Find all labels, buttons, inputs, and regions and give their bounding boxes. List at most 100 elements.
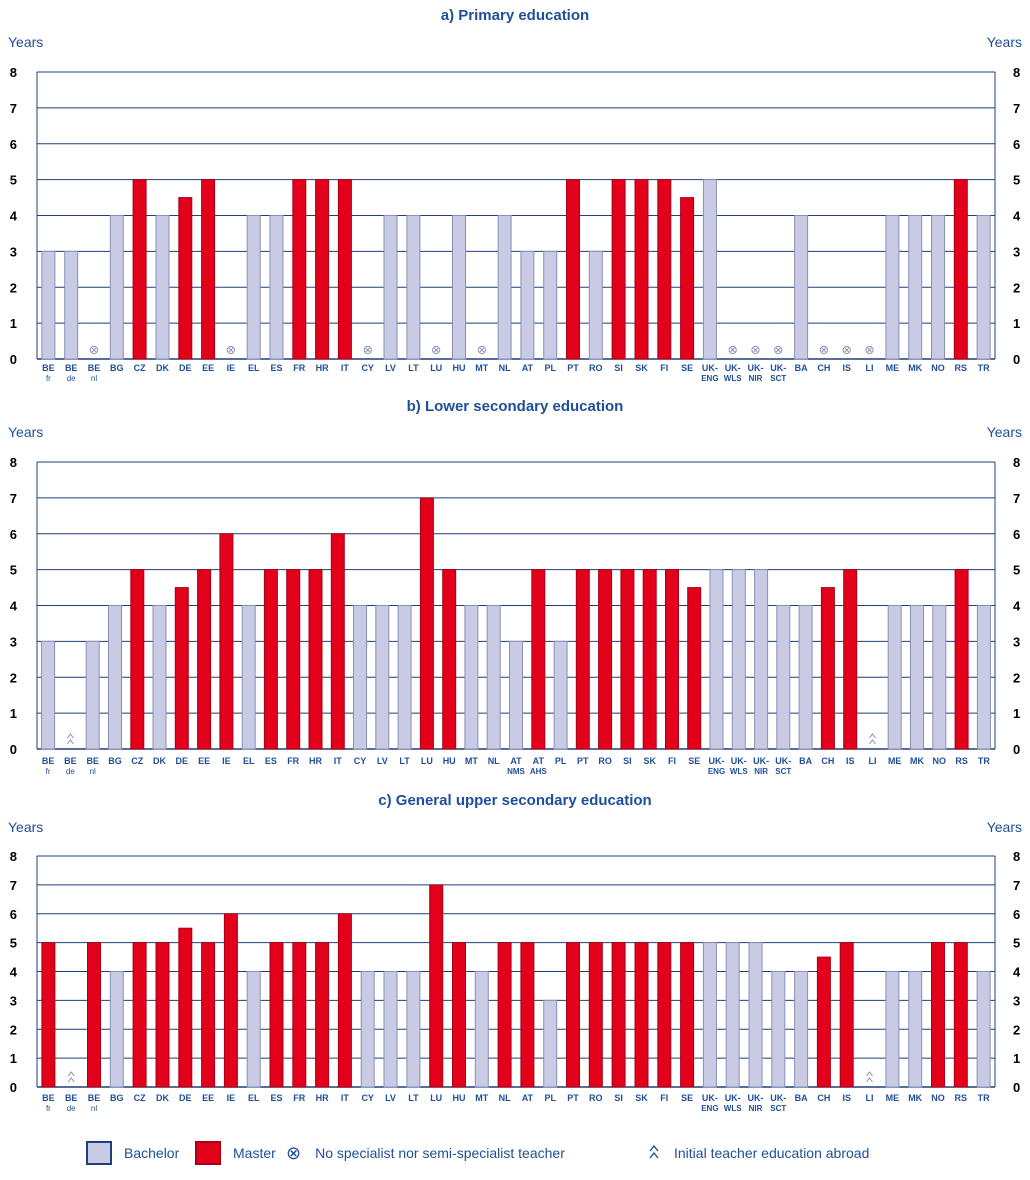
bar-BE-fr [41,250,56,360]
y-tick-label-right: 7 [1013,491,1020,506]
bar-NO [932,605,947,750]
abroad-marker [67,739,74,745]
x-tick-label: UK- [731,756,747,766]
bar-ME [885,215,900,360]
bar-DK [155,942,170,1088]
legend-none-label: No specialist nor semi-specialist teache… [315,1145,565,1161]
bar-FI [657,179,672,360]
y-tick-label-left: 0 [10,352,17,367]
x-tick-label: ES [265,756,277,766]
bar-FI [665,569,679,750]
y-tick-label-right: 0 [1013,742,1020,757]
abroad-marker [866,1077,873,1083]
y-tick-label-right: 7 [1013,101,1020,116]
abroad-marker [67,1077,75,1083]
y-tick-label-left: 5 [10,936,17,951]
bar-SE [687,587,702,750]
y-axis-label-left: Years [8,424,43,440]
x-tick-label: DE [176,756,189,766]
x-tick-sublabel: SCT [770,1104,786,1113]
bar-FR [292,942,307,1088]
x-tick-sublabel: fr [46,767,51,776]
bar-BG [109,971,124,1088]
x-tick-label: SI [623,756,632,766]
bar-CY [353,605,367,750]
y-tick-label-right: 2 [1013,670,1020,685]
bar-BG [108,605,122,750]
x-tick-label: EE [202,363,214,373]
abroad-marker [869,739,876,745]
x-tick-label: RO [589,1093,603,1103]
bar-PT [566,179,580,360]
bar-EL [246,215,261,360]
y-tick-label-right: 3 [1013,993,1020,1008]
x-tick-label: SK [635,1093,648,1103]
bar-ES [269,215,284,360]
x-tick-label: AT [533,756,545,766]
x-tick-label: LI [869,756,877,766]
bar-HR [315,179,330,360]
legend-abroad-label: Initial teacher education abroad [674,1145,870,1161]
legend-bachelor-label: Bachelor [124,1145,180,1161]
bar-EE [201,942,216,1088]
bar-BA [794,215,809,360]
x-tick-label: BE [42,363,55,373]
y-tick-label-right: 5 [1013,173,1020,188]
x-tick-label: UK- [725,363,741,373]
x-tick-label: HR [316,1093,329,1103]
y-tick-label-left: 3 [10,993,17,1008]
bar-BE-fr [41,942,56,1088]
x-tick-label: LT [408,1093,419,1103]
x-tick-sublabel: fr [46,374,51,383]
x-tick-label: CH [817,1093,830,1103]
bar-TR [976,971,991,1088]
x-tick-label: HR [316,363,329,373]
x-tick-label: LU [430,1093,442,1103]
bar-EL [241,605,256,750]
x-tick-label: BA [795,363,808,373]
x-tick-label: NO [931,1093,945,1103]
bar-RS [953,942,968,1088]
no-specialist-marker [751,345,760,355]
x-tick-sublabel: ENG [701,1104,718,1113]
bar-AT-AHS [531,569,546,750]
x-tick-label: SI [614,363,623,373]
x-tick-label: DK [156,1093,169,1103]
x-tick-label: BE [86,756,99,766]
y-tick-label-right: 4 [1013,599,1021,614]
x-tick-label: BE [88,363,101,373]
x-tick-label: FI [668,756,676,766]
no-specialist-marker-stroke [228,347,234,353]
bar-UK-NIR [748,942,763,1088]
x-tick-label: SE [681,363,693,373]
no-specialist-marker-stroke [844,347,850,353]
x-tick-label: CY [354,756,367,766]
no-specialist-marker [728,345,737,355]
x-tick-label: IE [227,1093,236,1103]
x-tick-label: UK- [753,756,769,766]
x-tick-label: BE [65,1093,78,1103]
no-specialist-marker-stroke [730,347,736,353]
bar-HU [452,942,466,1088]
legend-abroad: Initial teacher education abroad [648,1133,869,1173]
x-tick-label: IT [341,1093,350,1103]
master-swatch [195,1141,221,1165]
bar-EE [201,179,216,360]
x-tick-sublabel: nl [90,767,96,776]
no-specialist-marker [774,345,783,355]
x-tick-label: PT [567,1093,579,1103]
bar-PT [566,942,580,1088]
bar-SI [611,942,626,1088]
bar-SI [620,569,635,750]
y-tick-label-left: 8 [10,849,17,864]
x-tick-label: LU [430,363,442,373]
x-tick-label: PL [544,1093,556,1103]
x-tick-label: RO [598,756,612,766]
bar-UK-SCT [771,971,786,1088]
no-specialist-marker-stroke [365,347,371,353]
y-tick-label-left: 4 [10,599,18,614]
bar-EE [197,569,212,750]
x-tick-label: HU [453,363,466,373]
no-specialist-marker [432,345,441,355]
bar-SK [634,179,649,360]
